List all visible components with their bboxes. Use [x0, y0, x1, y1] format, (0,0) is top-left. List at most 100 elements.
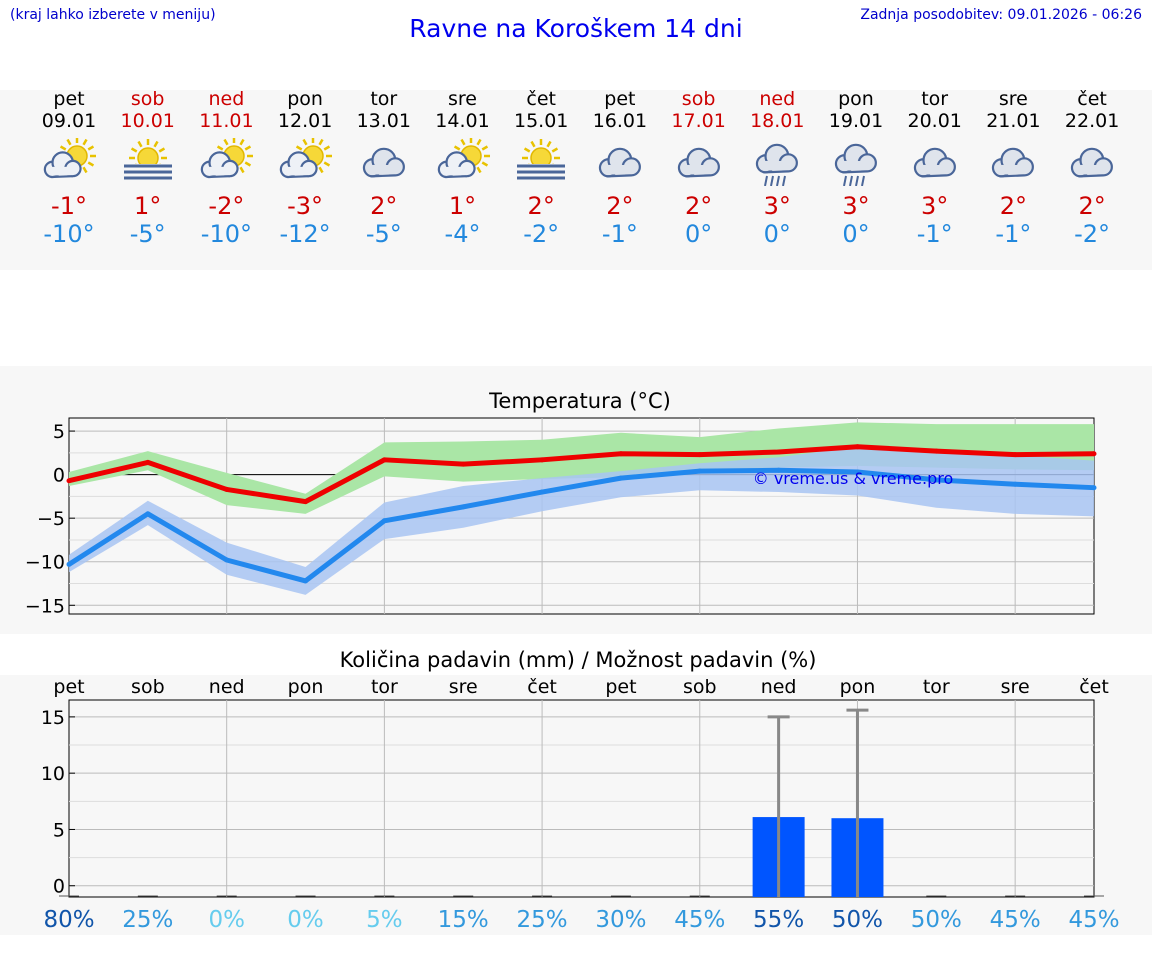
sun-fog-icon [121, 139, 174, 186]
temp-max: 3° [842, 192, 870, 220]
min-point [381, 518, 387, 524]
max-point [224, 486, 230, 492]
x-category-label: čet [527, 676, 557, 698]
y-tick-label: 15 [41, 707, 65, 729]
day-date: 19.01 [828, 110, 884, 132]
max-point [145, 459, 151, 465]
temp-min: 0° [842, 220, 870, 248]
temp-min: -12° [279, 220, 331, 248]
day-column: sob 17.01 2° 0° [659, 88, 739, 248]
max-point [1091, 451, 1097, 457]
day-name: sob [130, 88, 165, 110]
temp-max: 3° [763, 192, 791, 220]
y-tick-label: −10 [25, 552, 65, 574]
max-point [697, 452, 703, 458]
max-point [303, 499, 309, 505]
precip-probability-label: 0% [287, 907, 324, 933]
min-point [697, 468, 703, 474]
temp-max: 3° [921, 192, 949, 220]
precip-probability-label: 15% [438, 907, 489, 933]
temp-min: 0° [763, 220, 791, 248]
day-date: 12.01 [277, 110, 333, 132]
day-name: pet [53, 88, 85, 110]
temp-max: 1° [134, 192, 162, 220]
y-tick-label: −15 [25, 595, 65, 617]
y-tick-label: 10 [41, 763, 65, 785]
max-point [460, 461, 466, 467]
day-name: tor [921, 88, 949, 110]
day-column: sob 10.01 1° -5° [108, 88, 188, 248]
day-name: čet [1077, 88, 1107, 110]
max-point [66, 478, 72, 484]
temp-min: 0° [684, 220, 713, 248]
x-category-label: tor [923, 676, 950, 698]
y-tick-label: 5 [53, 819, 65, 841]
day-column: čet 22.01 2° -2° [1052, 88, 1132, 248]
y-tick-label: 0 [53, 465, 65, 487]
x-category-label: pon [288, 676, 324, 698]
max-point [776, 449, 782, 455]
x-category-label: sob [683, 676, 717, 698]
y-tick-label: −5 [37, 508, 65, 530]
day-date: 16.01 [592, 110, 648, 132]
temp-max: -3° [287, 192, 324, 220]
precip-probability-label: 45% [1068, 907, 1119, 933]
min-point [776, 467, 782, 473]
rain-icon [756, 143, 799, 186]
min-point [303, 578, 309, 584]
precip-probability-label: 0% [208, 907, 245, 933]
day-date: 18.01 [750, 110, 805, 132]
temp-max: -2° [208, 192, 245, 220]
max-point [933, 448, 939, 454]
x-category-label: sob [131, 676, 165, 698]
day-column: čet 15.01 2° -2° [501, 88, 581, 248]
cloudy-icon [1070, 147, 1114, 178]
x-category-label: ned [209, 676, 245, 698]
max-point [1012, 452, 1018, 458]
temp-min: -2° [523, 220, 560, 248]
cloudy-icon [992, 147, 1035, 178]
precip-probability-label: 25% [122, 907, 173, 933]
day-date: 13.01 [356, 110, 411, 132]
min-point [933, 477, 939, 483]
precip-probability-label: 50% [911, 907, 962, 933]
temp-min: -5° [129, 220, 166, 248]
x-category-label: pet [605, 676, 636, 698]
day-column: pet 16.01 2° -1° [580, 88, 660, 248]
min-band [69, 446, 1094, 595]
precip-probability-label: 45% [990, 907, 1041, 933]
max-point [539, 457, 545, 463]
day-column: sre 14.01 1° -4° [423, 88, 503, 248]
partly-sunny-icon [43, 138, 96, 179]
page-title: Ravne na Koroškem 14 dni [409, 14, 743, 43]
min-point [854, 469, 860, 475]
cloudy-icon [913, 147, 956, 178]
min-point [1091, 485, 1097, 491]
x-category-label: pet [53, 676, 84, 698]
day-name: sre [448, 88, 477, 110]
last-updated: Zadnja posodobitev: 09.01.2026 - 06:26 [860, 7, 1142, 23]
day-name: pet [604, 88, 636, 110]
max-point [618, 451, 624, 457]
temp-min: -2° [1074, 220, 1111, 248]
temp-min: -1° [601, 220, 638, 248]
y-tick-label: 0 [53, 876, 65, 898]
temp-max: 2° [527, 192, 555, 220]
day-column: ned 11.01 -2° -10° [186, 88, 266, 248]
temp-min: -4° [444, 220, 481, 248]
day-column: pon 19.01 3° 0° [816, 88, 896, 248]
day-column: pon 12.01 -3° -12° [265, 88, 345, 248]
x-category-label: čet [1079, 676, 1109, 698]
min-point [618, 475, 624, 481]
day-name: ned [208, 88, 245, 110]
y-tick-label: 5 [53, 421, 65, 443]
precip-probability-label: 25% [517, 907, 568, 933]
day-date: 20.01 [907, 110, 962, 132]
day-name: sre [998, 88, 1028, 110]
partly-sunny-icon [201, 138, 254, 179]
day-column: ned 18.01 3° 0° [737, 88, 817, 248]
day-name: tor [370, 88, 398, 110]
temp-min: -1° [995, 220, 1032, 248]
precip-probability-label: 45% [674, 907, 725, 933]
